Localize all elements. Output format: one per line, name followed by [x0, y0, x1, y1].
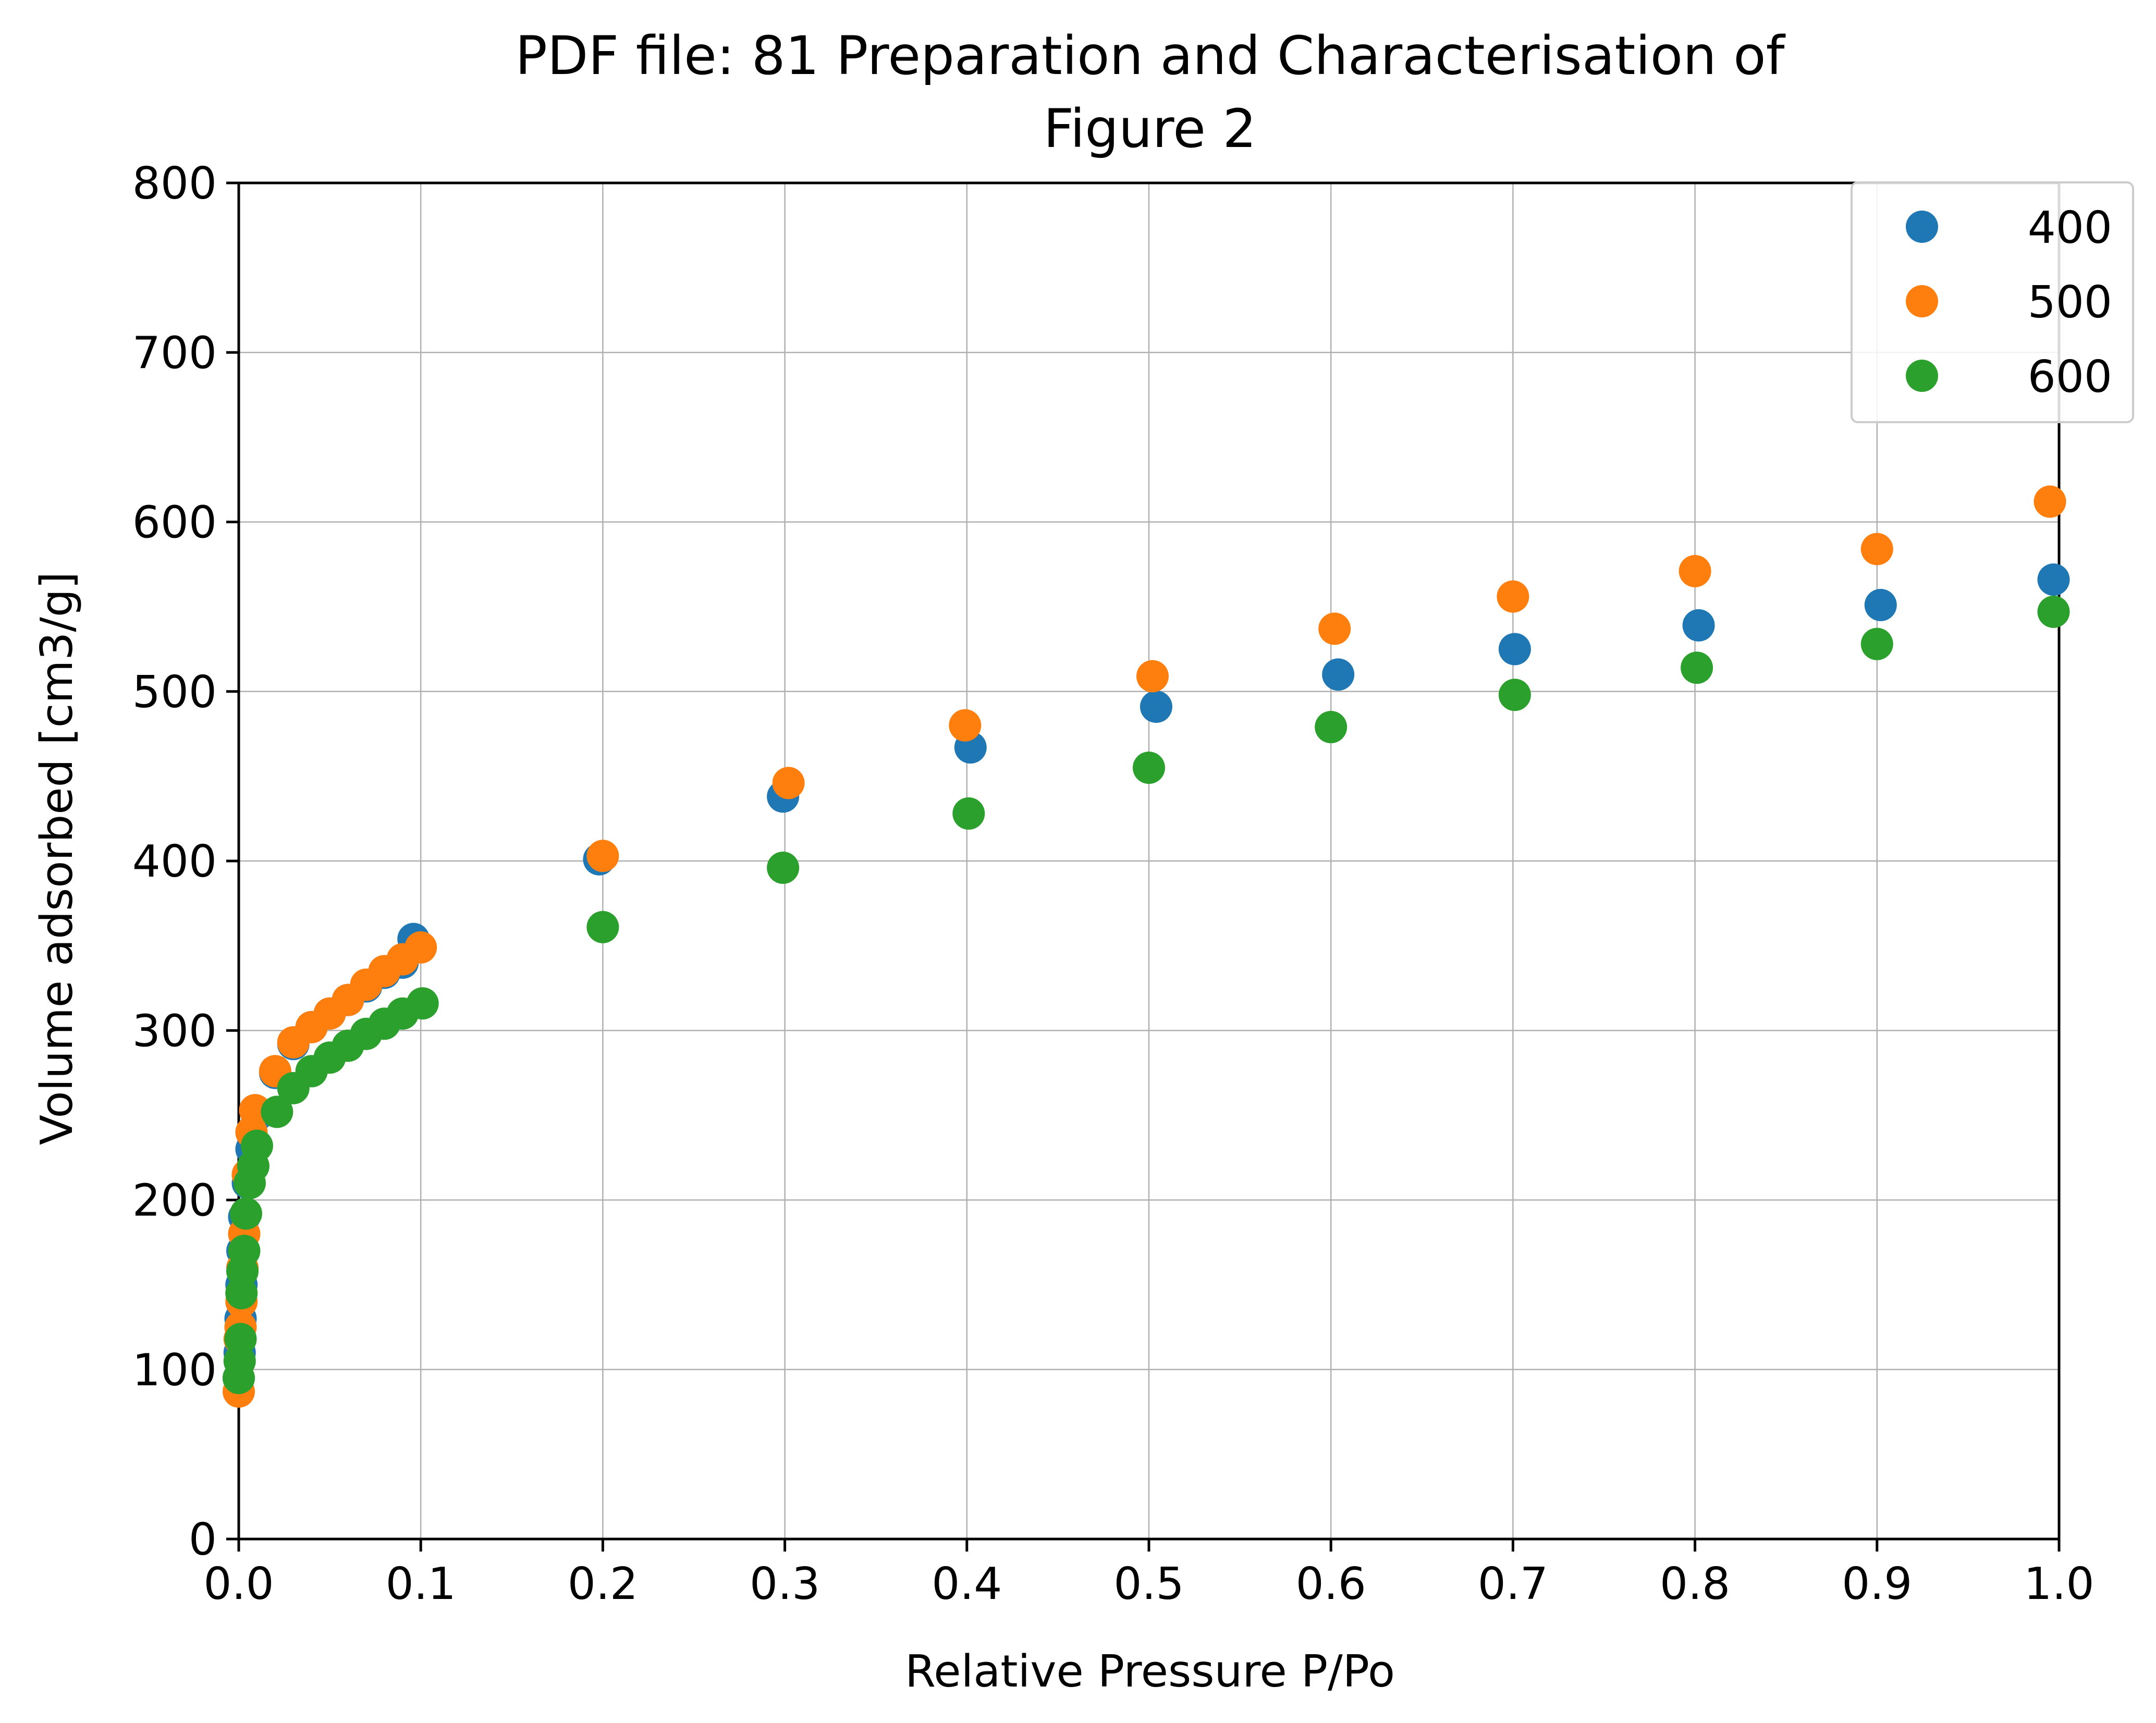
chart-title-line-1: PDF file: 81 Preparation and Characteris… [515, 25, 1785, 87]
data-point [1136, 660, 1169, 693]
data-point [952, 797, 985, 830]
data-point [1860, 627, 1893, 660]
data-point [1133, 752, 1165, 784]
y-tick-label: 800 [132, 158, 217, 210]
data-point [405, 931, 437, 964]
data-points [223, 485, 2070, 1408]
x-tick-label: 0.9 [1842, 1558, 1912, 1610]
legend-marker [1906, 211, 1938, 243]
data-point [1140, 691, 1172, 723]
data-point [772, 767, 805, 799]
data-point [240, 1129, 273, 1162]
data-point [2037, 595, 2070, 628]
x-tick-label: 0.6 [1296, 1558, 1366, 1610]
axes: 0.0 0.1 0.2 0.3 0.4 0.5 0.6 0.7 0.8 0.9 1.0 0 100 200… [132, 158, 2094, 1610]
data-point [2037, 563, 2070, 596]
data-point [949, 709, 982, 742]
data-point [1498, 633, 1531, 666]
x-tick-label: 0.0 [203, 1558, 274, 1610]
data-point [1497, 580, 1529, 613]
legend-label: 600 [2028, 351, 2112, 403]
data-point [2034, 485, 2066, 518]
data-point [406, 987, 439, 1020]
y-tick-label: 400 [132, 836, 217, 888]
data-point [261, 1096, 293, 1128]
y-tick-label: 200 [132, 1175, 217, 1227]
legend: 400 500 600 [1851, 181, 2134, 423]
data-point [1318, 612, 1351, 645]
data-point [224, 1323, 257, 1356]
y-tick-label: 700 [132, 327, 217, 379]
y-tick-label: 600 [132, 497, 217, 549]
data-point [1864, 588, 1897, 621]
data-point [767, 852, 800, 884]
x-tick-label: 0.2 [568, 1558, 638, 1610]
x-axis-label: Relative Pressure P/Po [905, 1646, 1395, 1697]
data-point [586, 910, 619, 943]
series-600 [223, 595, 2070, 1395]
data-point [1681, 651, 1713, 684]
legend-marker [1906, 360, 1938, 392]
y-tick-label: 100 [132, 1345, 217, 1396]
x-tick-label: 0.7 [1478, 1558, 1548, 1610]
data-point [586, 840, 619, 872]
x-tick-label: 0.1 [386, 1558, 456, 1610]
y-tick-label: 500 [132, 667, 217, 718]
y-tick-label: 300 [132, 1005, 217, 1057]
data-point [1860, 533, 1893, 565]
x-tick-label: 0.3 [750, 1558, 820, 1610]
data-point [228, 1235, 261, 1267]
data-point [1679, 555, 1711, 587]
chart-title-line-2: Figure 2 [1044, 98, 1257, 160]
x-tick-label: 0.5 [1113, 1558, 1184, 1610]
data-point [1682, 609, 1715, 642]
y-axis-label: Volume adsorbed [cm3/g] [31, 572, 83, 1145]
data-point [1498, 679, 1531, 711]
x-tick-label: 1.0 [2024, 1558, 2094, 1610]
legend-marker [1906, 285, 1938, 317]
x-tick-label: 0.8 [1660, 1558, 1730, 1610]
x-tick-label: 0.4 [932, 1558, 1002, 1610]
legend-label: 400 [2028, 202, 2112, 254]
data-point [1322, 658, 1355, 691]
data-point [229, 1197, 262, 1230]
legend-label: 500 [2028, 277, 2112, 328]
y-tick-label: 0 [189, 1514, 217, 1566]
data-point [1315, 711, 1348, 744]
